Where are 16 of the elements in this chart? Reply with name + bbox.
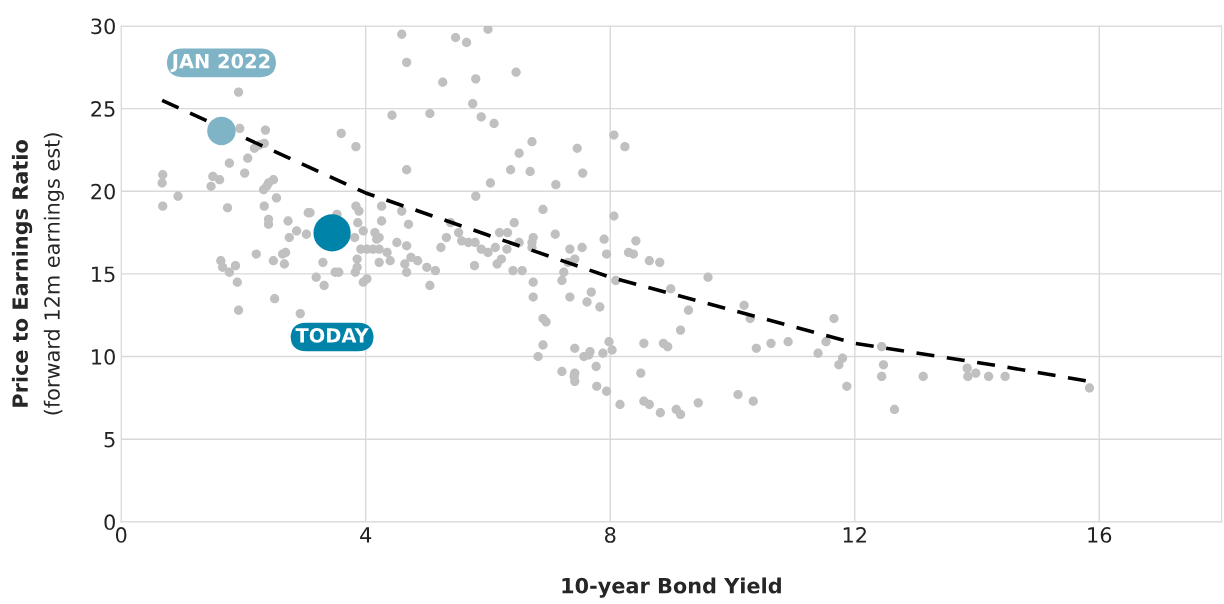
text: JAN 2022 [170,53,270,73]
y-tick-label: 5 [104,431,115,448]
x-tick-label: 8 [605,527,616,543]
text: TODAY [295,328,369,343]
x-tick-label: 16 [1088,527,1112,543]
x-tick-label: 12 [843,527,866,543]
x-axis-title: 10-year Bond Yield [562,577,781,598]
y-tick-label: 25 [91,101,115,117]
x-tick-label: 4 [360,527,372,543]
x-tick-label: 0 [115,527,127,543]
y-tick-label: 10 [92,349,115,365]
y-tick-label: 15 [92,266,115,283]
y-tick-label: 20 [91,183,115,200]
y-tick-label: 0 [104,514,115,531]
y-tick-label: 30 [91,18,115,35]
y-axis-title: Price to Earnings Ratio (forward 12m earnings est) [11,133,64,415]
